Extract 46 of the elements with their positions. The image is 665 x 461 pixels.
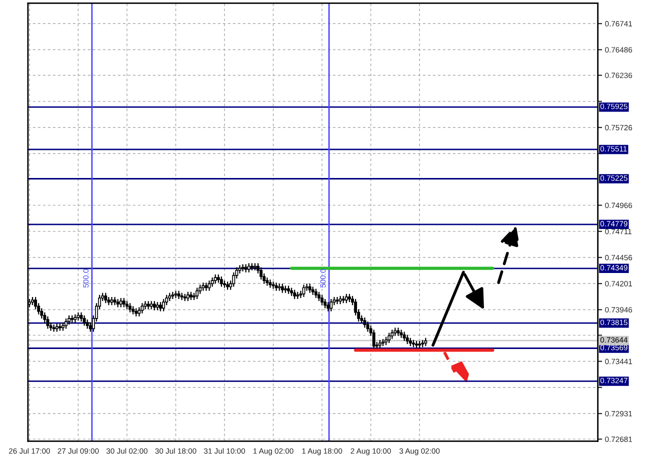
candlestick bbox=[280, 283, 284, 294]
candlestick bbox=[324, 298, 327, 309]
candlestick bbox=[220, 276, 223, 288]
candlestick bbox=[82, 314, 86, 326]
candlestick bbox=[317, 291, 320, 302]
candlestick bbox=[80, 312, 83, 322]
candlestick bbox=[268, 279, 272, 288]
candlestick bbox=[344, 293, 348, 304]
candlestick bbox=[308, 283, 312, 294]
candlestick bbox=[400, 329, 403, 338]
candlestick bbox=[140, 302, 144, 314]
candlestick bbox=[88, 322, 92, 332]
candlestick bbox=[138, 306, 141, 317]
candlestick bbox=[241, 264, 244, 272]
candlestick bbox=[260, 266, 263, 280]
candlestick bbox=[402, 331, 406, 342]
candlestick bbox=[314, 288, 318, 299]
candlestick bbox=[247, 262, 250, 273]
candlestick bbox=[152, 300, 156, 311]
candlestick bbox=[64, 318, 68, 330]
candlestick bbox=[210, 276, 214, 288]
candlestick bbox=[363, 316, 366, 328]
candlestick bbox=[232, 272, 236, 288]
candlestick bbox=[326, 302, 330, 312]
candlestick bbox=[330, 298, 333, 312]
candlestick bbox=[122, 297, 126, 308]
candlestick bbox=[388, 332, 391, 344]
candlestick bbox=[159, 302, 162, 312]
candlestick bbox=[293, 289, 296, 300]
candlestick bbox=[186, 291, 190, 302]
candlestick bbox=[390, 329, 394, 340]
candlestick bbox=[86, 318, 89, 330]
candlestick bbox=[214, 274, 217, 284]
candlestick bbox=[396, 327, 400, 336]
candlestick bbox=[119, 297, 122, 308]
candlestick bbox=[196, 287, 199, 300]
candlestick bbox=[162, 298, 166, 312]
candlestick bbox=[204, 282, 208, 292]
candlestick bbox=[336, 296, 339, 305]
candlestick bbox=[406, 334, 409, 345]
candlestick bbox=[68, 314, 71, 326]
candlestick bbox=[174, 290, 178, 299]
candlestick bbox=[320, 294, 324, 306]
candlestick bbox=[372, 329, 376, 350]
candlestick bbox=[104, 292, 108, 304]
candlestick bbox=[128, 302, 132, 313]
